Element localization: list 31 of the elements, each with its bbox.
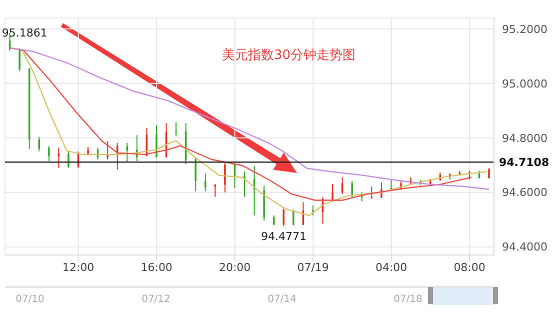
y-tick-label: 94.4000 — [502, 240, 548, 254]
candlestick — [224, 162, 226, 193]
y-tick-label: 95.0000 — [502, 77, 548, 90]
x-tick-label: 08:00 — [454, 260, 486, 274]
x-tick-label: 12:00 — [62, 260, 94, 274]
text: 07/12 — [142, 294, 170, 305]
candlestick — [204, 173, 206, 192]
y-tick-label: 95.2000 — [502, 22, 548, 36]
annotation: 95.1861 — [2, 26, 48, 40]
candlestick — [48, 146, 50, 162]
candlestick — [194, 157, 196, 192]
candlestick — [214, 184, 216, 198]
text: 07/14 — [268, 294, 296, 305]
y-tick-label: 94.8000 — [502, 132, 548, 145]
y-tick-label: 94.6000 — [502, 186, 548, 200]
x-tick-label: 16:00 — [140, 260, 172, 274]
candlestick — [175, 122, 177, 137]
x-tick-label: 20:00 — [218, 260, 251, 274]
candlestick — [332, 184, 334, 202]
x-tick-label: 07/19 — [297, 260, 329, 274]
text: 07/10 — [16, 294, 44, 305]
candlestick — [68, 150, 70, 168]
candlestick — [156, 124, 158, 158]
x-tick-label: 04:00 — [375, 260, 408, 274]
ref-line-label: 94.7108 — [499, 156, 550, 170]
candlestick — [292, 209, 294, 226]
candlestick — [244, 171, 246, 198]
text: 07/18 — [394, 294, 422, 305]
text: 美元指数30分钟走势图 — [222, 47, 356, 64]
annotation: 94.4771 — [260, 230, 306, 243]
candlestick — [18, 48, 20, 72]
